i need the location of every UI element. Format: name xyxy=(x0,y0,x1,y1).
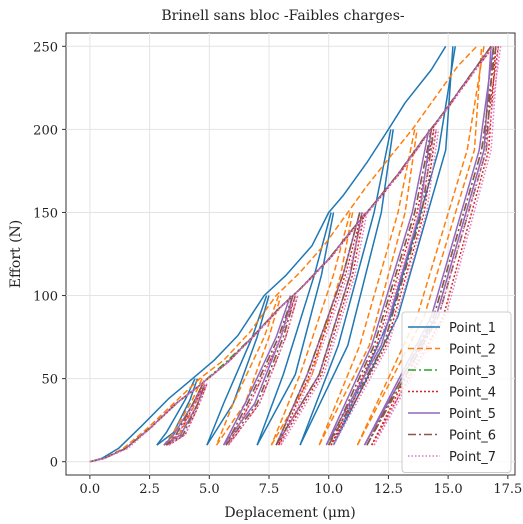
unloading-curve xyxy=(332,129,437,446)
y-tick-label: 200 xyxy=(33,123,58,138)
unloading-curve xyxy=(222,295,292,446)
reloading-curve xyxy=(163,385,206,446)
x-axis-label: Deplacement (μm) xyxy=(224,505,355,521)
unloading-curve xyxy=(318,129,416,446)
y-tick-label: 100 xyxy=(33,290,58,305)
unloading-curve xyxy=(363,46,495,446)
unloading-curve xyxy=(163,378,203,446)
reloading-curve xyxy=(168,383,208,446)
reloading-curve xyxy=(275,212,363,446)
series-point-2 xyxy=(89,45,485,463)
x-tick-label: 10.0 xyxy=(314,482,343,497)
reloading-curve xyxy=(318,129,418,446)
x-tick-label: 0.0 xyxy=(80,482,101,497)
series-point-7 xyxy=(89,45,502,463)
legend-label: Point_2 xyxy=(449,343,496,358)
unloading-curve xyxy=(168,383,206,446)
axis-ticks: 0.0 2.5 5.0 7.5 10.0 12.5 15.0 17.5 0 50 100 150 200… xyxy=(33,40,522,497)
reloading-curve xyxy=(299,129,394,446)
loading-curve xyxy=(89,45,495,463)
y-tick-label: 250 xyxy=(33,40,58,55)
x-tick-label: 17.5 xyxy=(493,482,522,497)
reloading-curve xyxy=(165,385,206,446)
unloading-curve xyxy=(206,295,268,446)
reloading-curve xyxy=(325,129,433,446)
series-point-6 xyxy=(89,45,497,463)
unloading-curve xyxy=(275,212,361,446)
unloading-curve xyxy=(280,212,366,446)
x-tick-label: 2.5 xyxy=(139,482,160,497)
unloading-curve xyxy=(256,212,332,446)
unloading-curve xyxy=(165,384,203,446)
reloading-curve xyxy=(163,378,206,446)
legend-label: Point_3 xyxy=(449,364,496,379)
legend-label: Point_5 xyxy=(449,407,496,422)
chart-title: Brinell sans bloc -Faibles charges- xyxy=(161,8,405,24)
unloading-curve xyxy=(325,129,430,446)
loading-curve xyxy=(89,45,492,463)
x-tick-label: 15.0 xyxy=(434,482,463,497)
loading-curve xyxy=(89,45,478,463)
reloading-curve xyxy=(363,46,492,446)
reloading-curve xyxy=(227,295,299,446)
series-point-1 xyxy=(89,45,457,463)
unloading-curve xyxy=(356,46,485,446)
reloading-curve xyxy=(330,129,437,446)
reloading-curve xyxy=(366,46,495,446)
legend-box xyxy=(401,311,512,473)
y-tick-label: 150 xyxy=(33,206,58,221)
legend-label: Point_7 xyxy=(449,450,496,465)
legend-label: Point_4 xyxy=(449,386,496,401)
reloading-curve xyxy=(256,212,335,446)
loading-curve xyxy=(89,45,447,463)
legend: Point_1 Point_2 Point_3 Point_4 Point_5 Point… xyxy=(401,311,512,473)
reloading-curve xyxy=(356,46,483,446)
y-tick-label: 50 xyxy=(41,373,58,388)
x-tick-label: 12.5 xyxy=(374,482,403,497)
reloading-curve xyxy=(277,212,366,446)
unloading-curve xyxy=(227,295,297,446)
reloading-curve xyxy=(206,295,270,446)
legend-label: Point_6 xyxy=(449,429,496,444)
unloading-curve xyxy=(277,212,363,446)
unloading-curve xyxy=(366,46,497,446)
y-tick-label: 0 xyxy=(50,456,58,471)
x-tick-label: 7.5 xyxy=(259,482,280,497)
unloading-curve xyxy=(163,384,203,446)
y-axis-label: Effort (N) xyxy=(8,220,24,289)
unloading-curve xyxy=(299,129,392,446)
unloading-curve xyxy=(225,295,294,446)
reloading-curve xyxy=(332,129,440,446)
legend-label: Point_1 xyxy=(449,321,496,336)
unloading-curve xyxy=(328,129,433,446)
reloading-curve xyxy=(215,295,282,446)
reloading-curve xyxy=(225,295,297,446)
unloading-curve xyxy=(156,378,196,446)
x-tick-label: 5.0 xyxy=(199,482,220,497)
